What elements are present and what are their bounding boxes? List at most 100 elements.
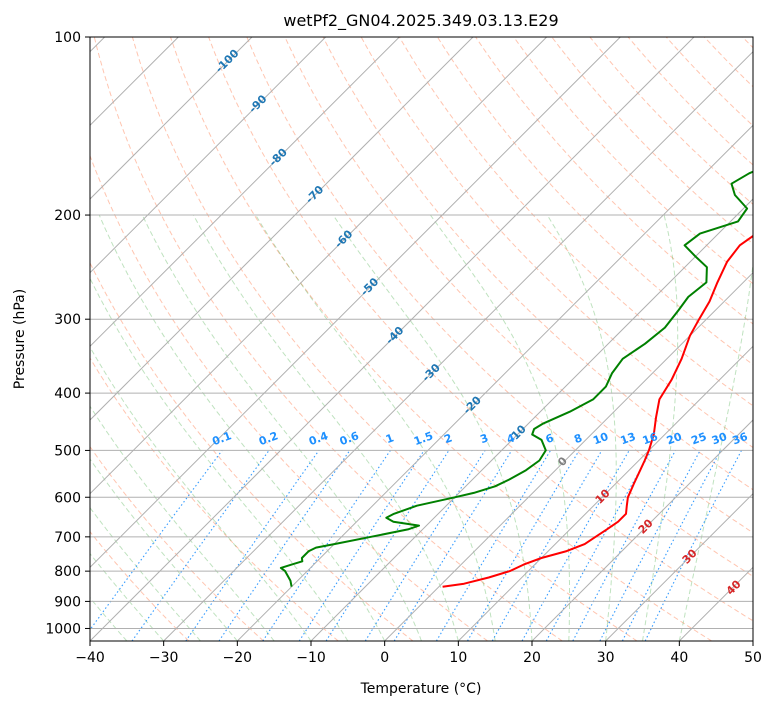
chart-title: wetPf2_GN04.2025.349.03.13.E29 xyxy=(283,11,558,31)
moist-adiabat-line xyxy=(255,214,496,641)
moist-adiabats xyxy=(90,214,753,641)
mixing-ratio-label: 10 xyxy=(591,430,610,448)
moist-adiabat-line xyxy=(332,214,533,641)
mixing-ratio-line xyxy=(572,450,676,641)
dry-adiabat-line xyxy=(90,530,190,641)
y-tick-label: 1000 xyxy=(45,621,81,637)
mixing-ratio-label: 0.1 xyxy=(210,429,233,448)
isotherm-gridline xyxy=(310,198,753,641)
dry-adiabat-line xyxy=(703,37,753,88)
moist-adiabat-line xyxy=(90,346,312,641)
dry-adiabat-line xyxy=(360,37,753,449)
isotherm-label: -20 xyxy=(461,393,484,416)
mixing-ratio-lines xyxy=(90,450,742,641)
isotherm-gridline xyxy=(90,37,474,421)
y-tick-label: 600 xyxy=(54,490,81,506)
isotherm-gridline xyxy=(457,345,753,641)
isotherm-gridline xyxy=(384,271,753,641)
mixing-ratio-label: 8 xyxy=(572,431,584,446)
isotherm-gridline xyxy=(605,492,753,641)
mixing-ratio-label: 20 xyxy=(665,430,684,448)
y-tick-label: 800 xyxy=(54,564,81,580)
mixing-ratio-label: 4 xyxy=(505,431,517,446)
dry-adiabat-line xyxy=(246,37,753,577)
y-tick-label: 100 xyxy=(54,30,81,46)
mixing-ratio-line xyxy=(521,450,630,641)
dry-adiabat-line xyxy=(90,357,339,641)
mixing-ratio-line xyxy=(298,450,425,641)
dry-adiabat-line xyxy=(208,37,753,622)
x-tick-label: 30 xyxy=(597,650,615,666)
mixing-ratio-label: 3 xyxy=(479,431,491,446)
mixing-ratio-label: 1 xyxy=(384,431,396,446)
isotherm-label: -80 xyxy=(267,145,290,168)
x-tick-label: 20 xyxy=(523,650,541,666)
y-tick-label: 700 xyxy=(54,530,81,546)
moist-adiabat-line xyxy=(141,214,422,641)
dry-adiabat-line xyxy=(90,445,264,641)
dry-adiabat-line xyxy=(475,37,753,325)
x-tick-label: −40 xyxy=(75,650,105,666)
mixing-ratio-label: 36 xyxy=(731,430,750,448)
moist-adiabat-line xyxy=(98,214,386,641)
y-axis-label: Pressure (hPa) xyxy=(12,289,28,389)
pressure-gridlines xyxy=(90,37,753,629)
mixing-ratio-label: 2 xyxy=(442,431,454,446)
dry-adiabat-line xyxy=(284,37,753,534)
mixing-ratio-label: 13 xyxy=(619,430,638,447)
moist-adiabat-line xyxy=(90,597,128,641)
dry-adiabat-line xyxy=(93,37,563,641)
plot-area: -100-90-80-70-60-50-40-30-20-100.1 0.2 0.4… xyxy=(90,37,753,641)
y-axis: 100 200 300 400 500 600 700 800 900 1000 xyxy=(45,30,90,637)
isotherm-gridline xyxy=(90,37,621,569)
isotherm-gridline xyxy=(90,37,695,641)
mixing-ratio-line xyxy=(545,450,652,641)
moist-adiabat-line xyxy=(192,214,459,641)
y-tick-label: 400 xyxy=(54,386,81,402)
x-tick-label: −20 xyxy=(223,650,253,666)
dry-adiabat-line xyxy=(513,37,753,285)
x-tick-label: 10 xyxy=(449,650,467,666)
mixing-ratio-label: 0.6 xyxy=(338,429,361,448)
mixing-ratio-line xyxy=(90,450,223,631)
series-layer xyxy=(279,170,753,588)
dry-adiabat-line xyxy=(90,154,488,641)
dewpoint-profile-line xyxy=(279,170,753,587)
mixing-ratio-label: 6 xyxy=(544,431,556,446)
isotherm-gridline xyxy=(90,37,253,200)
mixing-ratio-line xyxy=(393,450,513,641)
isotherm-label: -60 xyxy=(332,227,355,250)
y-tick-label: 900 xyxy=(54,594,81,610)
isotherm-gridline xyxy=(90,37,400,348)
isotherm-label: -50 xyxy=(358,275,381,298)
x-tick-label: −10 xyxy=(296,650,326,666)
moist-adiabat-line xyxy=(678,260,753,641)
dry-adiabat-line xyxy=(90,261,414,641)
mixing-ratio-line xyxy=(325,450,450,641)
skewed-isotherm-gridlines xyxy=(90,37,753,641)
dry-adiabat-line xyxy=(170,37,712,641)
isotherm-gridline xyxy=(236,124,753,641)
dry-adiabat-line xyxy=(742,37,753,49)
mixing-ratio-line xyxy=(218,450,351,641)
mixing-ratio-label: 16 xyxy=(641,430,660,448)
mixing-ratio-line xyxy=(185,450,320,641)
plot-frame xyxy=(89,36,754,642)
mixing-ratio-label: 0.2 xyxy=(257,429,280,448)
isotherm-gridline xyxy=(163,50,753,641)
x-axis-label: Temperature (°C) xyxy=(360,681,482,697)
dry-adiabat-line xyxy=(322,37,753,491)
moist-adiabat-line xyxy=(90,405,275,641)
mixing-ratio-label: 1.5 xyxy=(412,429,435,448)
y-tick-label: 300 xyxy=(54,312,81,328)
x-tick-label: 40 xyxy=(670,650,688,666)
temperature-profile-line xyxy=(442,234,753,588)
isotherm-gridline xyxy=(752,640,753,641)
mixing-ratio-line xyxy=(599,450,701,641)
x-axis: −40 −30 −20 −10 0 10 20 30 40 50 xyxy=(75,641,762,666)
moist-adiabat-line xyxy=(90,552,165,641)
dry-adiabat-line xyxy=(589,37,753,205)
moist-adiabat-label: 40 xyxy=(724,577,744,597)
dry-adiabat-label: 0 xyxy=(555,454,570,469)
